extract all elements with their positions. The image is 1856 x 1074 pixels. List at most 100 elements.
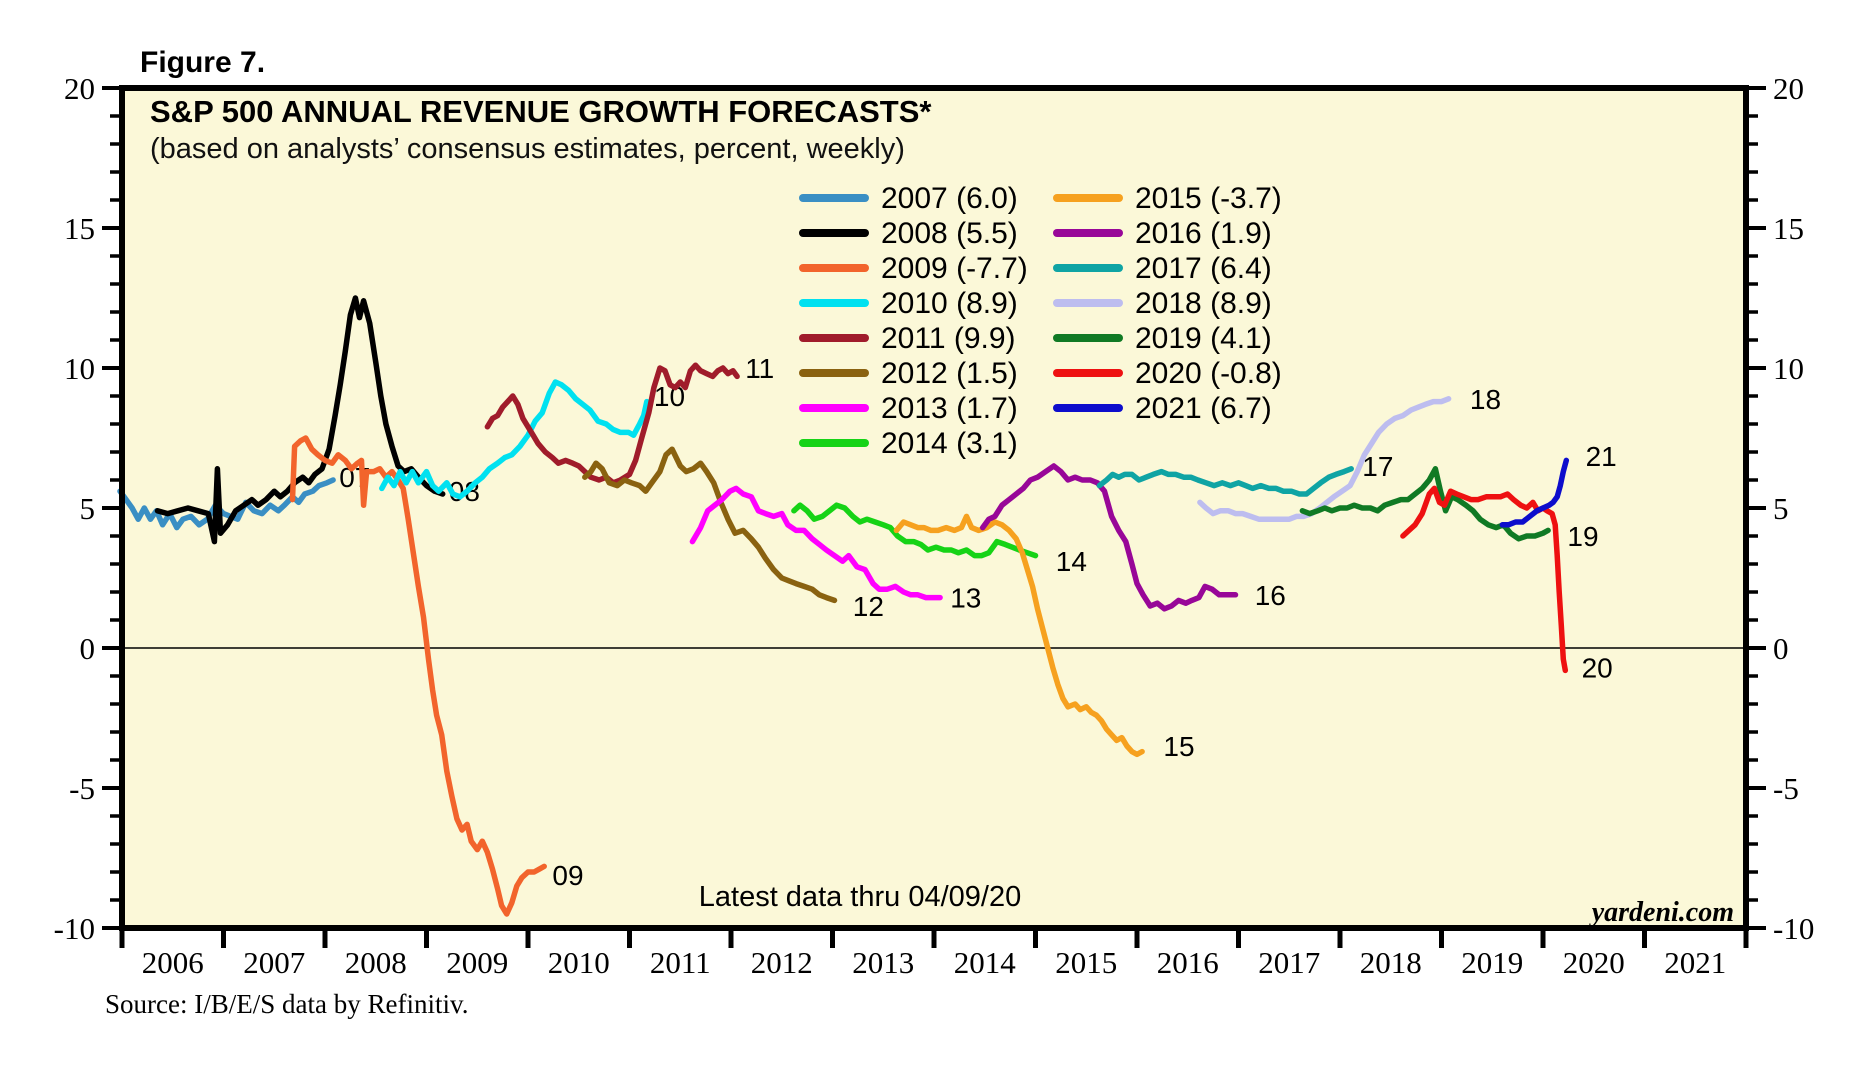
plot-frame — [119, 85, 1749, 931]
x-axis-label-2006: 2006 — [142, 945, 204, 980]
series-line-2020 — [1400, 485, 1569, 674]
series-line-2013 — [689, 485, 943, 601]
series-line-2010 — [379, 379, 650, 500]
legend-label-2011: 2011 (9.9) — [881, 322, 1016, 355]
legend-label-2015: 2015 (-3.7) — [1135, 182, 1282, 215]
latest-data-note: Latest data thru 04/09/20 — [699, 881, 1021, 913]
legend-label-2017: 2017 (6.4) — [1135, 252, 1272, 285]
y-axis-label-right: -5 — [1773, 771, 1799, 806]
source-note: Source: I/B/E/S data by Refinitiv. — [105, 989, 468, 1019]
series-end-label-2017: 17 — [1362, 451, 1393, 482]
chart-title: S&P 500 ANNUAL REVENUE GROWTH FORECASTS* — [150, 94, 932, 129]
legend-label-2014: 2014 (3.1) — [881, 427, 1018, 460]
legend-item-2012: 2012 (1.5) — [799, 357, 1018, 390]
series-end-label-2011: 11 — [745, 353, 774, 384]
y-axis-label-right: 0 — [1773, 631, 1789, 666]
legend-item-2007: 2007 (6.0) — [799, 182, 1018, 215]
series-line-2019 — [1299, 466, 1551, 542]
x-axis-label-2015: 2015 — [1055, 945, 1117, 980]
y-axis-label-left: 0 — [80, 631, 96, 666]
series-line-2017 — [1096, 466, 1354, 497]
series-line-2018 — [1197, 396, 1452, 522]
y-axis-label-right: -10 — [1773, 911, 1814, 946]
series-line-2007 — [117, 477, 336, 531]
series-end-label-2014: 14 — [1056, 546, 1087, 577]
series-end-label-2009: 09 — [552, 860, 583, 891]
y-axis-label-left: 15 — [64, 211, 95, 246]
x-axis-label-2007: 2007 — [243, 945, 305, 980]
series-end-label-2020: 20 — [1582, 653, 1613, 684]
legend-item-2015: 2015 (-3.7) — [1053, 182, 1282, 215]
y-axis-label-right: 10 — [1773, 351, 1804, 386]
chart-subtitle: (based on analysts’ consensus estimates,… — [150, 133, 905, 165]
y-axis-label-right: 5 — [1773, 491, 1789, 526]
series-line-2014 — [791, 502, 1039, 559]
legend-label-2012: 2012 (1.5) — [881, 357, 1018, 390]
y-axis-label-left: -10 — [54, 911, 95, 946]
series-end-label-2019: 19 — [1567, 521, 1598, 552]
x-axis-label-2010: 2010 — [548, 945, 610, 980]
series-end-label-2012: 12 — [853, 591, 884, 622]
x-axis-label-2020: 2020 — [1563, 945, 1625, 980]
legend-label-2007: 2007 (6.0) — [881, 182, 1018, 215]
y-axis-label-left: -5 — [69, 771, 95, 806]
y-axis-label-left: 5 — [80, 491, 96, 526]
legend-item-2016: 2016 (1.9) — [1053, 217, 1272, 250]
x-axis-label-2014: 2014 — [954, 945, 1017, 980]
legend-item-2009: 2009 (-7.7) — [799, 252, 1028, 285]
series-line-2012 — [582, 446, 838, 604]
legend-item-2013: 2013 (1.7) — [799, 392, 1018, 425]
y-axis-label-left: 20 — [64, 71, 95, 106]
x-axis-label-2018: 2018 — [1360, 945, 1422, 980]
legend-label-2009: 2009 (-7.7) — [881, 252, 1028, 285]
legend-label-2019: 2019 (4.1) — [1135, 322, 1272, 355]
legend-item-2017: 2017 (6.4) — [1053, 252, 1272, 285]
chart-frame-legend-layer: 2007 (6.0)2008 (5.5)2009 (-7.7)2010 (8.9… — [119, 85, 1749, 931]
legend-item-2011: 2011 (9.9) — [799, 322, 1016, 355]
legend-item-2019: 2019 (4.1) — [1053, 322, 1272, 355]
legend-label-2008: 2008 (5.5) — [881, 217, 1018, 250]
series-line-2009 — [289, 435, 547, 917]
series-end-label-2016: 16 — [1255, 580, 1286, 611]
series-line-2016 — [979, 463, 1239, 612]
legend-item-2010: 2010 (8.9) — [799, 287, 1018, 320]
x-axis-label-2019: 2019 — [1461, 945, 1523, 980]
series-line-2011 — [484, 362, 740, 486]
x-axis-label-2011: 2011 — [650, 945, 711, 980]
x-axis-label-2016: 2016 — [1157, 945, 1219, 980]
y-axis-label-right: 15 — [1773, 211, 1804, 246]
x-axis-label-2017: 2017 — [1258, 945, 1320, 980]
legend-item-2018: 2018 (8.9) — [1053, 287, 1272, 320]
series-end-label-2021: 21 — [1586, 441, 1617, 472]
series-end-label-2013: 13 — [950, 583, 981, 614]
y-axis-label-right: 20 — [1773, 71, 1804, 106]
legend-item-2014: 2014 (3.1) — [799, 427, 1018, 460]
series-end-label-2018: 18 — [1470, 384, 1501, 415]
series-line-2015 — [893, 513, 1145, 758]
legend-label-2018: 2018 (8.9) — [1135, 287, 1272, 320]
watermark-yardeni: yardeni.com — [1589, 897, 1734, 928]
y-axis-label-left: 10 — [64, 351, 95, 386]
legend-label-2020: 2020 (-0.8) — [1135, 357, 1282, 390]
figure-label: Figure 7. — [140, 46, 265, 79]
legend-item-2020: 2020 (-0.8) — [1053, 357, 1282, 390]
legend-label-2013: 2013 (1.7) — [881, 392, 1018, 425]
series-line-2008 — [154, 295, 446, 545]
x-axis-label-2021: 2021 — [1664, 945, 1726, 980]
legend-label-2010: 2010 (8.9) — [881, 287, 1018, 320]
series-line-2021 — [1499, 457, 1570, 528]
legend-item-2008: 2008 (5.5) — [799, 217, 1018, 250]
legend-item-2021: 2021 (6.7) — [1053, 392, 1272, 425]
series-end-label-2015: 15 — [1163, 731, 1194, 762]
plot-area — [122, 88, 1746, 928]
legend-label-2021: 2021 (6.7) — [1135, 392, 1272, 425]
x-axis-label-2012: 2012 — [751, 945, 813, 980]
legend-label-2016: 2016 (1.9) — [1135, 217, 1272, 250]
x-axis-label-2008: 2008 — [345, 945, 407, 980]
x-axis-label-2013: 2013 — [852, 945, 914, 980]
x-axis-label-2009: 2009 — [446, 945, 508, 980]
